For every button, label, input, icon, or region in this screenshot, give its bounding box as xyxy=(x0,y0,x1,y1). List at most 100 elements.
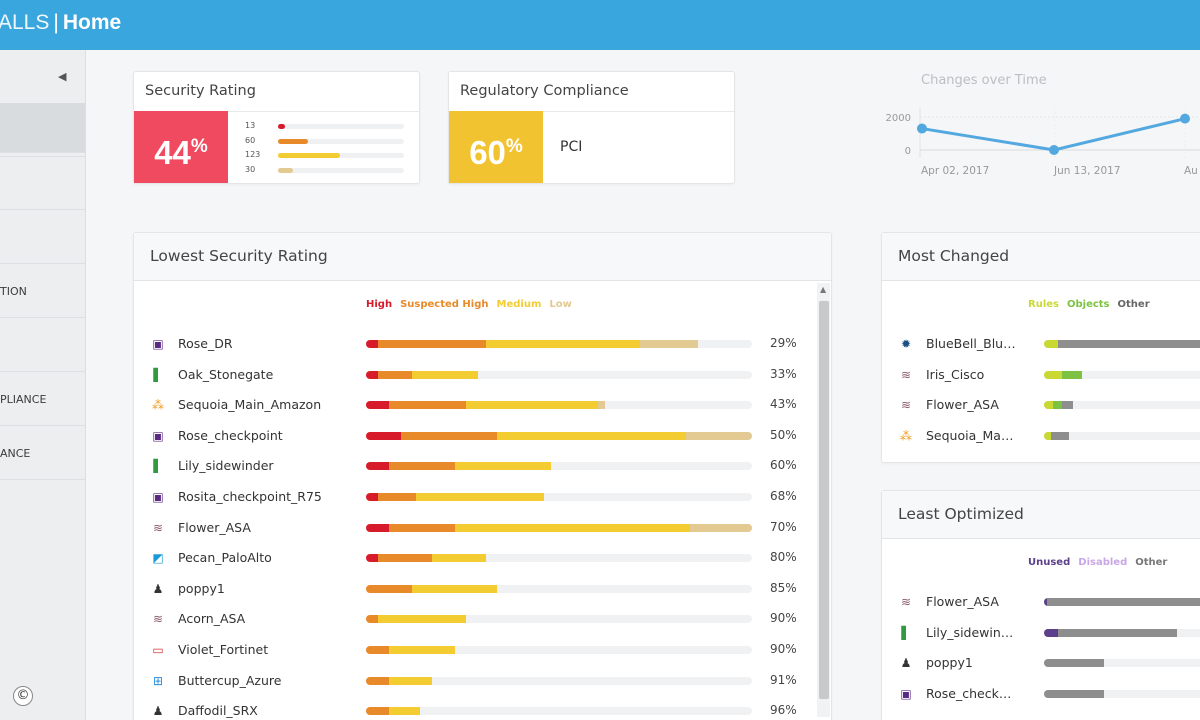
device-name[interactable]: Rose_checkpoint xyxy=(178,427,283,443)
device-row[interactable]: ▣ Rosita_checkpoint_R75 68% xyxy=(150,487,810,509)
device-row[interactable]: ♟ poppy1 85% xyxy=(150,579,810,601)
sidebar-item-label: TION xyxy=(0,285,27,298)
device-name[interactable]: Flower_ASA xyxy=(926,397,999,413)
device-name[interactable]: poppy1 xyxy=(178,580,225,596)
x-tick-label: Au xyxy=(1184,165,1198,177)
lowest-legend: High Suspected High Medium Low xyxy=(366,299,580,310)
device-name[interactable]: Sequoia_Ma… xyxy=(926,427,1014,443)
device-name[interactable]: Iris_Cisco xyxy=(926,366,985,382)
legend-suspected-high[interactable]: Suspected High xyxy=(400,299,489,310)
device-name[interactable]: Lily_sidewinder xyxy=(178,458,274,474)
legend-other[interactable]: Other xyxy=(1117,299,1150,310)
most-changed-row[interactable]: ≋ Flower_ASA xyxy=(898,395,1200,417)
bar-segment-medium xyxy=(389,707,421,716)
device-row[interactable]: ◩ Pecan_PaloAlto 80% xyxy=(150,548,810,570)
x-tick-label: Apr 02, 2017 xyxy=(921,165,989,177)
bar-segment-low xyxy=(686,431,752,440)
legend-rules[interactable]: Rules xyxy=(1028,299,1059,310)
legend-unused[interactable]: Unused xyxy=(1028,557,1071,568)
security-rating-percent: 90% xyxy=(770,611,797,626)
least-optimized-row[interactable]: ▌ Lily_sidewin… xyxy=(898,623,1200,645)
sidebar-item-3[interactable] xyxy=(0,210,85,264)
device-name[interactable]: BlueBell_Blu… xyxy=(926,336,1016,351)
device-row[interactable]: ≋ Flower_ASA 70% xyxy=(150,518,810,540)
most-changed-row[interactable]: ⁂ Sequoia_Ma… xyxy=(898,426,1200,448)
device-name[interactable]: Daffodil_SRX xyxy=(178,703,258,719)
bar-segment-unused xyxy=(1044,598,1048,606)
sidebar-item-active[interactable] xyxy=(0,103,85,153)
most-changed-title: Most Changed xyxy=(882,233,1200,281)
severity-row[interactable]: 123 xyxy=(245,150,410,161)
device-name[interactable]: Oak_Stonegate xyxy=(178,366,274,382)
severity-row[interactable]: 30 xyxy=(245,165,410,176)
sidebar-item-5[interactable] xyxy=(0,318,85,372)
legend-low[interactable]: Low xyxy=(549,299,572,310)
bar-track xyxy=(1044,628,1200,637)
device-row[interactable]: ≋ Acorn_ASA 90% xyxy=(150,609,810,631)
bar-segment-medium xyxy=(412,584,498,593)
device-row[interactable]: ▌ Lily_sidewinder 60% xyxy=(150,456,810,478)
bar-segment-objects xyxy=(1053,401,1062,410)
device-row[interactable]: ▣ Rose_DR 29% xyxy=(150,334,810,356)
bar-segment-suspected-high xyxy=(366,584,413,593)
least-optimized-row[interactable]: ≋ Flower_ASA xyxy=(898,592,1200,614)
device-name[interactable]: Buttercup_Azure xyxy=(178,672,282,688)
sidebar-item-7[interactable]: ANCE xyxy=(0,426,85,480)
device-name[interactable]: Sequoia_Main_Amazon xyxy=(178,397,322,413)
device-name[interactable]: Rosita_checkpoint_R75 xyxy=(178,489,322,504)
bar-segment-medium xyxy=(497,431,687,440)
device-name[interactable]: Rose_DR xyxy=(178,336,233,351)
legend-medium[interactable]: Medium xyxy=(496,299,542,310)
device-row[interactable]: ⁂ Sequoia_Main_Amazon 43% xyxy=(150,395,810,417)
least-optimized-row[interactable]: ▣ Rose_check… xyxy=(898,684,1200,706)
sidebar-item-4[interactable]: TION xyxy=(0,264,85,318)
scroll-up-icon[interactable]: ▲ xyxy=(820,285,827,294)
scrollbar[interactable]: ▲ xyxy=(817,283,830,717)
bar-track xyxy=(366,340,752,348)
security-rating-card[interactable]: Security Rating 44% 13 60 123 30 xyxy=(133,71,420,184)
device-row[interactable]: ♟ Daffodil_SRX 96% xyxy=(150,701,810,720)
scrollbar-thumb[interactable] xyxy=(819,301,829,699)
device-row[interactable]: ▭ Violet_Fortinet 90% xyxy=(150,640,810,662)
severity-row[interactable]: 60 xyxy=(245,136,410,147)
device-row[interactable]: ⊞ Buttercup_Azure 91% xyxy=(150,671,810,693)
copyright-icon: © xyxy=(13,686,33,706)
bar-segment-unused xyxy=(1044,628,1058,637)
least-optimized-row[interactable]: ♟ poppy1 xyxy=(898,653,1200,675)
legend-objects[interactable]: Objects xyxy=(1066,299,1110,310)
checkpoint-icon: ▣ xyxy=(152,490,164,504)
bar-segment-medium xyxy=(485,340,641,348)
regulatory-compliance-card[interactable]: Regulatory Compliance 60% PCI xyxy=(448,71,735,184)
device-name[interactable]: poppy1 xyxy=(926,655,973,671)
device-name[interactable]: Lily_sidewin… xyxy=(926,624,1014,640)
device-name[interactable]: Pecan_PaloAlto xyxy=(178,550,272,566)
caret-left-icon[interactable]: ◀ xyxy=(58,70,67,83)
device-name[interactable]: Flower_ASA xyxy=(178,519,251,535)
changes-point[interactable] xyxy=(1049,145,1059,155)
device-row[interactable]: ▌ Oak_Stonegate 33% xyxy=(150,365,810,387)
compliance-standard: PCI xyxy=(560,139,583,155)
checkpoint-icon: ▣ xyxy=(900,686,912,701)
legend-high[interactable]: High xyxy=(366,299,393,310)
device-row[interactable]: ▣ Rose_checkpoint 50% xyxy=(150,426,810,448)
sidebar-item-6[interactable]: PLIANCE xyxy=(0,372,85,426)
sidebar-item-1[interactable] xyxy=(0,103,85,157)
device-name[interactable]: Violet_Fortinet xyxy=(178,642,269,657)
bar-segment-suspected-high xyxy=(366,707,390,716)
legend-disabled[interactable]: Disabled xyxy=(1078,557,1128,568)
bar-track xyxy=(366,493,752,501)
legend-other[interactable]: Other xyxy=(1135,557,1168,568)
most-changed-row[interactable]: ≋ Iris_Cisco xyxy=(898,365,1200,387)
device-name[interactable]: Rose_check… xyxy=(926,685,1012,701)
severity-row[interactable]: 13 xyxy=(245,121,410,132)
changes-point[interactable] xyxy=(1180,113,1190,124)
bar-segment-suspected-high xyxy=(389,462,455,471)
device-name[interactable]: Acorn_ASA xyxy=(178,611,246,627)
sidebar-item-2[interactable] xyxy=(0,156,85,210)
most-changed-row[interactable]: ✹ BlueBell_Blu… xyxy=(898,334,1200,356)
device-name[interactable]: Flower_ASA xyxy=(926,594,999,609)
cisco-icon: ≋ xyxy=(900,595,912,609)
sidebar-item-label: ANCE xyxy=(0,447,31,460)
changes-point[interactable] xyxy=(917,123,927,134)
regulatory-compliance-value: 60% xyxy=(449,111,543,183)
